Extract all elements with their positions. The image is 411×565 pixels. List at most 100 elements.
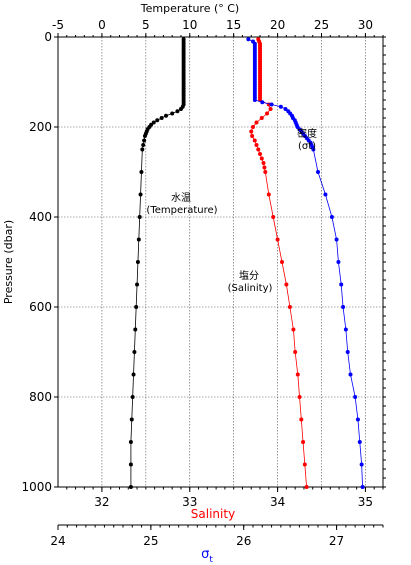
sigma-data-point — [341, 305, 346, 309]
sigma-data-point — [334, 237, 339, 242]
temperature-axis-title: Temperature (° C) — [140, 2, 239, 15]
salinity-axis-title: Salinity — [191, 507, 235, 521]
sigma-axis: 24 25 26 27 — [50, 524, 384, 548]
temperature-data-point — [159, 116, 164, 120]
temperature-tick-label: 10 — [182, 18, 197, 32]
pressure-tick-label: 200 — [29, 120, 52, 134]
temperature-tick-label: 30 — [358, 18, 373, 32]
salinity-data-point — [251, 125, 255, 129]
temperature-data-point — [128, 440, 133, 444]
temperature-data-point — [128, 485, 133, 489]
sigma-data-point — [355, 417, 360, 422]
sigma-data-point — [345, 350, 350, 354]
temperature-data-point — [178, 107, 183, 111]
temperature-data-point — [155, 118, 160, 123]
salinity-data-point — [301, 440, 306, 444]
salinity-data-point — [275, 237, 280, 242]
sigma-data-point — [311, 147, 316, 152]
salinity-data-point — [268, 107, 273, 111]
sigma-data-point — [283, 107, 288, 111]
annotation-temperature-en: (Temperature) — [146, 205, 217, 216]
sigma-axis-title: σt — [201, 547, 213, 565]
plot-frame — [57, 36, 384, 488]
salinity-data-point — [293, 350, 298, 354]
sigma-data-point — [329, 215, 334, 219]
temperature-data-point — [133, 327, 138, 332]
temperature-data-point — [151, 120, 156, 125]
pressure-tick-label: 0 — [44, 30, 52, 44]
pressure-tick-label: 800 — [29, 390, 52, 404]
temperature-data-point — [129, 417, 134, 422]
sigma-data-point — [348, 372, 353, 377]
temperature-tick-label: 15 — [226, 18, 241, 32]
sigma-data-point — [260, 100, 265, 105]
temperature-tick-label: 0 — [98, 18, 106, 32]
temperature-axis: -5 0 5 10 15 20 25 30 — [52, 18, 384, 37]
sigma-series-line — [248, 38, 363, 488]
temperature-data-point — [139, 170, 144, 174]
salinity-data-point — [256, 147, 261, 152]
salinity-data-point — [265, 111, 270, 116]
temperature-data-point — [132, 350, 137, 354]
pressure-tick-label: 400 — [29, 210, 52, 224]
temperature-tick-label: 5 — [142, 18, 150, 32]
sigma-data-point — [360, 485, 365, 489]
salinity-tick-label: 34 — [270, 495, 285, 509]
sigma-data-point — [323, 192, 328, 197]
salinity-data-point — [287, 305, 292, 309]
temperature-data-point — [137, 215, 142, 219]
salinity-data-point — [254, 143, 259, 147]
pressure-axis: 0 200 400 600 800 1000 — [21, 30, 386, 494]
temperature-data-point — [138, 192, 143, 197]
salinity-data-point — [295, 372, 300, 377]
temperature-tick-label: 25 — [314, 18, 329, 32]
annotation-density-en: (σt) — [298, 141, 316, 152]
sigma-tick-label: 24 — [50, 534, 65, 548]
pressure-tick-label: 600 — [29, 300, 52, 314]
sigma-data-point — [336, 260, 341, 264]
temperature-data-point — [175, 109, 180, 114]
salinity-data-point — [279, 260, 284, 264]
salinity-data-point — [261, 161, 266, 165]
temperature-data-point — [170, 111, 175, 116]
sigma-axis-title-subscript: t — [209, 555, 213, 565]
salinity-data-point — [271, 215, 276, 219]
annotation-density-ja: 密度 — [297, 127, 317, 140]
sigma-data-point — [339, 282, 344, 287]
temperature-data-point — [128, 462, 133, 467]
pressure-tick-label: 1000 — [21, 480, 52, 494]
salinity-data-point — [262, 165, 267, 170]
sigma-data-point — [278, 104, 283, 109]
salinity-data-point — [299, 417, 304, 422]
salinity-tick-label: 35 — [358, 495, 373, 509]
sigma-data-point — [246, 37, 251, 42]
series-layer — [128, 37, 365, 489]
grid-lines — [58, 37, 383, 487]
temperature-data-point — [142, 138, 147, 143]
salinity-data-point — [259, 156, 264, 161]
temperature-tick-label: -5 — [52, 18, 64, 32]
sigma-data-point — [359, 462, 364, 467]
pressure-axis-title: Pressure (dbar) — [2, 220, 15, 304]
salinity-tick-label: 33 — [182, 495, 197, 509]
annotation-temperature-ja: 水温 — [171, 192, 191, 204]
sigma-data-point — [343, 327, 348, 332]
sigma-axis-title-symbol: σ — [201, 547, 209, 562]
sigma-data-point — [269, 102, 274, 107]
salinity-axis: 32 33 34 35 — [66, 487, 384, 509]
sigma-tick-label: 26 — [236, 534, 251, 548]
sigma-data-point — [357, 440, 362, 444]
temperature-data-point — [142, 134, 147, 138]
salinity-data-point — [291, 327, 296, 332]
salinity-tick-label: 32 — [94, 495, 109, 509]
sigma-tick-label: 25 — [143, 534, 158, 548]
temperature-data-point — [134, 305, 139, 309]
salinity-data-point — [304, 485, 309, 489]
annotation-salinity-en: (Salinity) — [228, 283, 273, 294]
salinity-data-point — [252, 138, 257, 143]
temperature-data-point — [131, 372, 136, 377]
temperature-data-point — [130, 395, 135, 399]
temperature-tick-label: 20 — [270, 18, 285, 32]
sigma-data-point — [316, 170, 320, 174]
